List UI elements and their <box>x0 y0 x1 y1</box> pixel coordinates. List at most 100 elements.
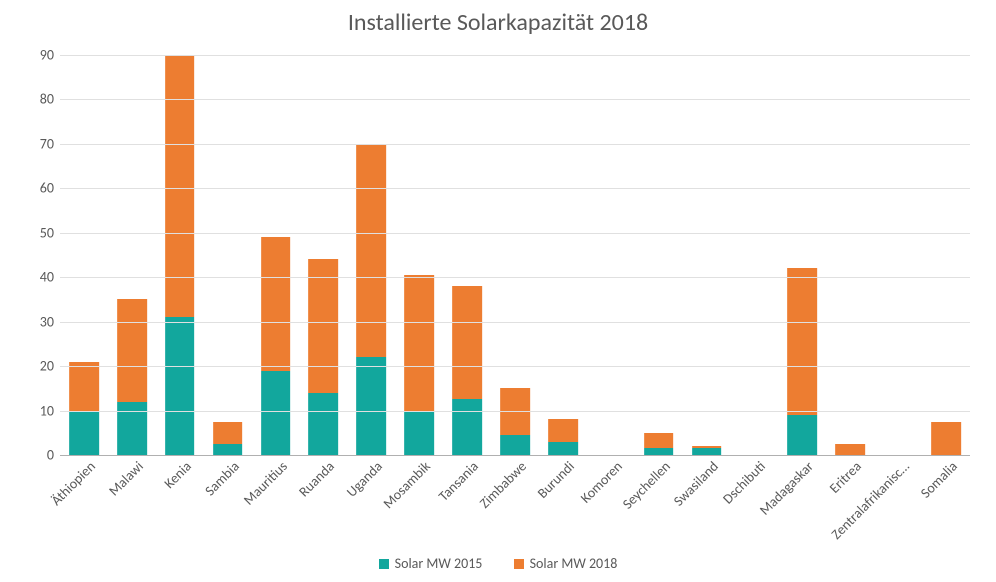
legend-label-2015: Solar MW 2015 <box>395 555 483 572</box>
bar-segment-2018 <box>500 388 530 435</box>
grid-line <box>60 366 970 367</box>
bar <box>117 299 147 455</box>
bar-segment-2018 <box>548 419 578 441</box>
bar-slot: Mosambik <box>395 55 443 455</box>
grid-line <box>60 411 970 412</box>
x-tick-label: Tansania <box>435 458 482 505</box>
bar-slot: Äthiopien <box>60 55 108 455</box>
bar <box>500 388 530 455</box>
bar-slot: Madagaskar <box>778 55 826 455</box>
bar-slot: Malawi <box>108 55 156 455</box>
bar-slot: Swasiland <box>683 55 731 455</box>
x-tick-label: Äthiopien <box>48 458 99 509</box>
x-tick-label: Kenia <box>160 458 194 492</box>
bar-segment-2018 <box>931 422 961 455</box>
bar <box>644 433 674 455</box>
bar-slot: Uganda <box>347 55 395 455</box>
x-tick-label: Mauritius <box>240 458 291 509</box>
bar <box>356 144 386 455</box>
grid-line <box>60 277 970 278</box>
bar-slot: Zimbabwe <box>491 55 539 455</box>
chart-container: Installierte Solarkapazität 2018 Äthiopi… <box>0 0 996 582</box>
y-tick-label: 40 <box>40 269 60 286</box>
bar <box>69 362 99 455</box>
bar-slot: Komoren <box>587 55 635 455</box>
bar-slot: Sambia <box>204 55 252 455</box>
grid-line <box>60 99 970 100</box>
x-tick-label: Somalia <box>917 458 961 502</box>
bar-slot: Dschibuti <box>731 55 779 455</box>
legend-item-2018: Solar MW 2018 <box>514 555 618 572</box>
y-tick-label: 90 <box>40 47 60 64</box>
legend: Solar MW 2015 Solar MW 2018 <box>0 555 996 573</box>
bar-slot: Seychellen <box>635 55 683 455</box>
bar-segment-2018 <box>356 144 386 357</box>
bar-segment-2018 <box>309 259 339 392</box>
grid-line <box>60 55 970 56</box>
bar-segment-2015 <box>788 415 818 455</box>
bar-segment-2018 <box>692 446 722 448</box>
bar <box>788 268 818 455</box>
y-tick-label: 10 <box>40 402 60 419</box>
bar-segment-2018 <box>644 433 674 449</box>
bar-segment-2015 <box>165 317 195 455</box>
bar <box>213 422 243 455</box>
bar-segment-2018 <box>452 286 482 399</box>
legend-swatch-2018 <box>514 559 524 569</box>
bar-segment-2015 <box>548 442 578 455</box>
grid-line <box>60 233 970 234</box>
bar-segment-2015 <box>69 411 99 455</box>
legend-label-2018: Solar MW 2018 <box>530 555 618 572</box>
x-tick-label: Burundi <box>534 458 578 502</box>
bar-slot: Tansania <box>443 55 491 455</box>
bar-segment-2018 <box>788 268 818 415</box>
legend-item-2015: Solar MW 2015 <box>379 555 483 572</box>
bar <box>452 286 482 455</box>
y-tick-label: 70 <box>40 135 60 152</box>
bar <box>309 259 339 455</box>
bar <box>404 275 434 455</box>
chart-title: Installierte Solarkapazität 2018 <box>0 8 996 37</box>
bar <box>548 419 578 455</box>
bar-segment-2018 <box>835 444 865 455</box>
legend-swatch-2015 <box>379 559 389 569</box>
bar-slot: Mauritius <box>252 55 300 455</box>
bar <box>692 446 722 455</box>
bar-segment-2015 <box>309 393 339 455</box>
bar-slot: Zentralafrikanisc… <box>874 55 922 455</box>
bar-segment-2018 <box>69 362 99 411</box>
bar-segment-2015 <box>213 444 243 455</box>
bar-segment-2015 <box>644 448 674 455</box>
grid-line <box>60 322 970 323</box>
bars-layer: ÄthiopienMalawiKeniaSambiaMauritiusRuand… <box>60 55 970 455</box>
x-tick-label: Komoren <box>577 458 626 507</box>
bar <box>835 444 865 455</box>
grid-line <box>60 188 970 189</box>
y-tick-label: 80 <box>40 91 60 108</box>
bar-slot: Eritrea <box>826 55 874 455</box>
bar-segment-2018 <box>213 422 243 444</box>
bar-segment-2015 <box>261 371 291 455</box>
bar <box>261 237 291 455</box>
y-tick-label: 0 <box>47 447 60 464</box>
bar-slot: Somalia <box>922 55 970 455</box>
y-tick-label: 50 <box>40 224 60 241</box>
x-tick-label: Malawi <box>105 458 147 500</box>
bar <box>931 422 961 455</box>
x-tick-label: Eritrea <box>826 458 865 497</box>
x-tick-label: Uganda <box>343 458 386 501</box>
bar-segment-2018 <box>261 237 291 370</box>
bar-segment-2015 <box>692 448 722 455</box>
x-tick-label: Mosambik <box>380 458 434 512</box>
bar-segment-2018 <box>404 275 434 411</box>
x-tick-label: Seychellen <box>619 458 674 513</box>
x-tick-label: Sambia <box>201 458 242 499</box>
x-tick-label: Ruanda <box>296 458 338 500</box>
bar-slot: Ruanda <box>299 55 347 455</box>
x-tick-label: Swasiland <box>670 458 722 510</box>
bar-segment-2015 <box>404 411 434 455</box>
bar-slot: Burundi <box>539 55 587 455</box>
y-tick-label: 30 <box>40 313 60 330</box>
bar-segment-2015 <box>356 357 386 455</box>
bar-slot: Kenia <box>156 55 204 455</box>
